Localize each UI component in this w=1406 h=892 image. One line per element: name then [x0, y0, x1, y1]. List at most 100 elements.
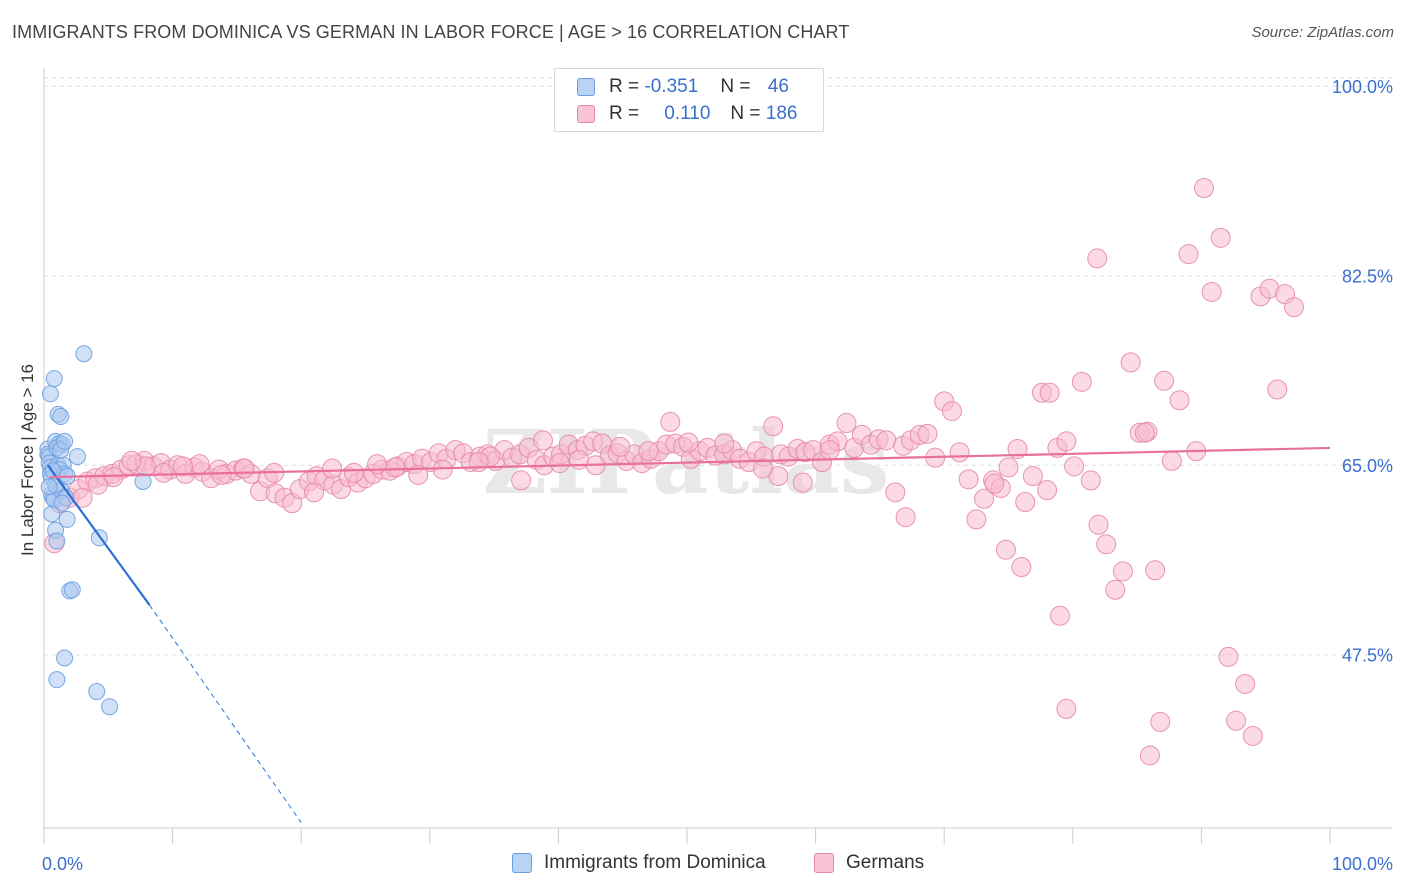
point-0-39[interactable] — [134, 472, 152, 490]
point-1-186[interactable] — [304, 482, 325, 503]
point-0-45[interactable] — [40, 478, 58, 496]
point-0-11[interactable] — [48, 532, 66, 550]
point-1-135[interactable] — [1145, 560, 1166, 581]
point-1-125[interactable] — [1064, 456, 1085, 477]
point-1-164[interactable] — [819, 440, 840, 461]
point-1-152[interactable] — [1283, 297, 1304, 318]
point-1-174[interactable] — [568, 449, 589, 470]
point-1-181[interactable] — [408, 464, 429, 485]
x-tick-label-1: 100.0% — [1332, 854, 1393, 874]
point-1-171[interactable] — [638, 441, 659, 462]
trend-line-1 — [50, 446, 1331, 479]
point-1-139[interactable] — [1178, 244, 1199, 265]
point-1-112[interactable] — [958, 469, 979, 490]
point-1-111[interactable] — [949, 442, 970, 463]
point-1-118[interactable] — [1007, 439, 1028, 459]
point-0-27[interactable] — [58, 510, 76, 528]
chart-title: IMMIGRANTS FROM DOMINICA VS GERMAN IN LA… — [12, 22, 850, 42]
point-1-102[interactable] — [876, 430, 897, 451]
series-legend-item-germans[interactable]: Germans — [814, 852, 924, 874]
point-1-189[interactable] — [211, 464, 232, 485]
point-1-124[interactable] — [1056, 431, 1077, 452]
point-1-168[interactable] — [714, 433, 735, 454]
point-0-33[interactable] — [48, 671, 66, 689]
point-1-155[interactable] — [1139, 745, 1160, 766]
point-1-131[interactable] — [1112, 561, 1133, 582]
series-legend-item-dominica[interactable]: Immigrants from Dominica — [512, 852, 766, 874]
point-0-12[interactable] — [41, 385, 59, 403]
point-1-144[interactable] — [1218, 646, 1239, 667]
point-0-28[interactable] — [56, 432, 74, 450]
point-1-122[interactable] — [1039, 382, 1060, 403]
point-1-170[interactable] — [660, 411, 681, 432]
point-0-42[interactable] — [53, 494, 71, 512]
point-1-169[interactable] — [678, 432, 699, 453]
trend-lines — [46, 446, 1331, 823]
point-1-88[interactable] — [763, 416, 784, 437]
point-1-194[interactable] — [121, 450, 142, 471]
point-1-142[interactable] — [1201, 281, 1222, 302]
point-0-38[interactable] — [68, 448, 86, 466]
point-1-137[interactable] — [1161, 450, 1182, 471]
point-1-141[interactable] — [1193, 178, 1214, 199]
point-1-119[interactable] — [1015, 492, 1036, 513]
point-1-138[interactable] — [1169, 390, 1190, 411]
point-1-165[interactable] — [792, 472, 813, 493]
series-legend: Immigrants from Dominica Germans — [0, 852, 1406, 878]
point-1-143[interactable] — [1210, 227, 1231, 248]
point-1-107[interactable] — [917, 423, 938, 444]
point-0-36[interactable] — [101, 698, 119, 716]
point-1-120[interactable] — [1022, 466, 1043, 487]
point-1-156[interactable] — [1150, 711, 1171, 732]
point-1-157[interactable] — [1056, 698, 1077, 719]
point-1-132[interactable] — [1120, 352, 1141, 373]
point-1-159[interactable] — [1037, 480, 1058, 501]
point-1-175[interactable] — [549, 453, 570, 474]
point-0-43[interactable] — [43, 505, 61, 523]
point-1-179[interactable] — [468, 451, 489, 472]
point-1-136[interactable] — [1154, 370, 1175, 391]
point-1-127[interactable] — [1080, 470, 1101, 491]
point-1-113[interactable] — [966, 509, 987, 530]
point-1-126[interactable] — [1071, 371, 1092, 392]
point-0-34[interactable] — [75, 345, 93, 363]
point-1-190[interactable] — [189, 454, 210, 475]
point-1-177[interactable] — [511, 470, 532, 491]
point-1-146[interactable] — [1235, 673, 1256, 694]
point-1-145[interactable] — [1226, 710, 1247, 731]
point-1-153[interactable] — [1087, 248, 1108, 269]
point-1-150[interactable] — [1267, 379, 1288, 400]
point-1-117[interactable] — [998, 457, 1019, 478]
legend-swatch-germans — [577, 105, 595, 123]
point-1-196[interactable] — [88, 474, 109, 495]
point-1-162[interactable] — [984, 473, 1005, 494]
point-1-147[interactable] — [1242, 725, 1263, 746]
point-0-31[interactable] — [63, 581, 81, 599]
point-1-128[interactable] — [1088, 514, 1109, 535]
point-0-32[interactable] — [56, 649, 74, 667]
point-1-167[interactable] — [752, 458, 773, 479]
point-1-188[interactable] — [234, 458, 255, 479]
point-1-180[interactable] — [432, 459, 453, 480]
point-1-184[interactable] — [343, 462, 364, 483]
point-0-29[interactable] — [52, 408, 70, 426]
point-0-13[interactable] — [45, 370, 63, 388]
point-1-97[interactable] — [836, 413, 857, 434]
point-1-154[interactable] — [1134, 422, 1155, 443]
point-0-35[interactable] — [88, 683, 106, 701]
point-1-191[interactable] — [172, 456, 193, 477]
point-1-192[interactable] — [153, 462, 174, 483]
point-1-172[interactable] — [610, 436, 631, 457]
point-1-161[interactable] — [995, 539, 1016, 560]
point-1-130[interactable] — [1105, 579, 1126, 600]
point-1-129[interactable] — [1096, 534, 1117, 555]
point-1-103[interactable] — [885, 482, 906, 503]
point-1-110[interactable] — [941, 401, 962, 422]
point-1-114[interactable] — [974, 488, 995, 509]
point-1-176[interactable] — [532, 430, 553, 451]
point-1-182[interactable] — [385, 457, 406, 478]
point-1-158[interactable] — [1049, 605, 1070, 626]
point-1-185[interactable] — [322, 458, 343, 479]
point-1-160[interactable] — [1011, 557, 1032, 578]
point-1-163[interactable] — [895, 507, 916, 528]
